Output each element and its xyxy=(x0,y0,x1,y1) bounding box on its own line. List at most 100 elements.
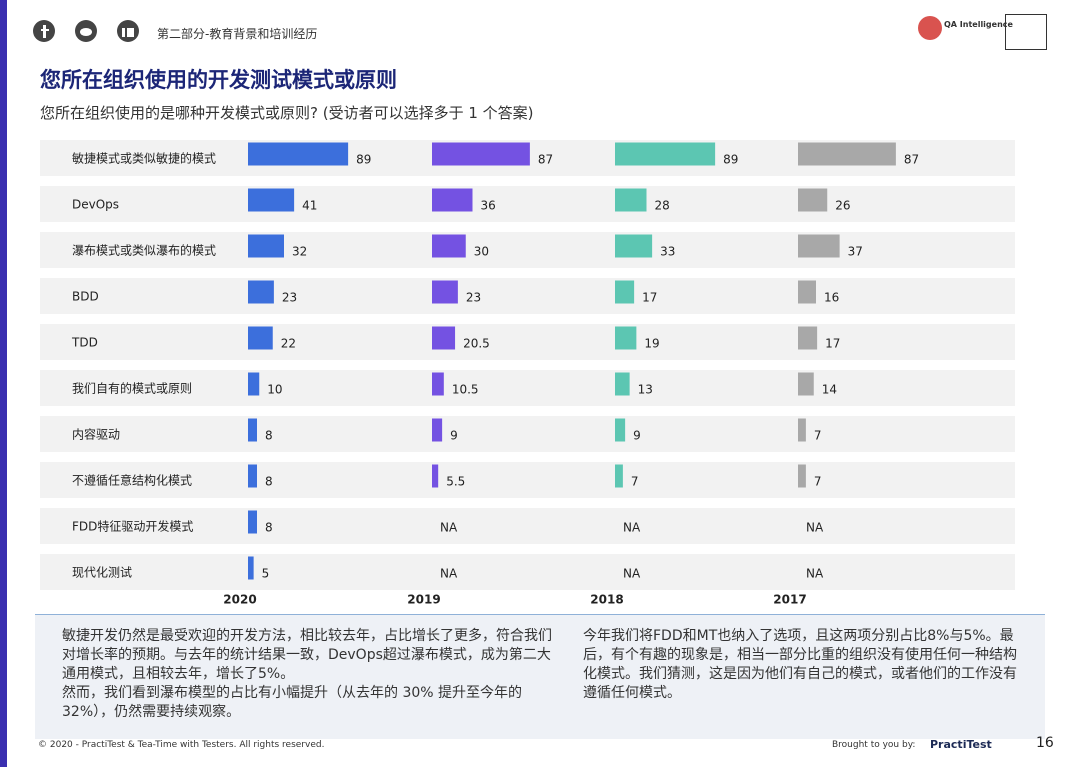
value-label: 5 xyxy=(262,567,270,581)
bar xyxy=(798,280,816,304)
row-band xyxy=(40,278,1015,314)
social-icons xyxy=(33,20,139,42)
bar xyxy=(798,142,896,166)
value-label: 23 xyxy=(282,291,297,305)
bar xyxy=(248,326,273,350)
category-label: FDD特征驱动开发模式 xyxy=(72,519,193,534)
brought-by: Brought to you by: xyxy=(832,740,916,750)
bar xyxy=(432,234,466,258)
bar xyxy=(615,464,623,488)
value-label: 8 xyxy=(265,429,273,443)
bar xyxy=(798,234,840,258)
row-band xyxy=(40,508,1015,544)
notes-left: 敏捷开发仍然是最受欢迎的开发方法，相比较去年，占比增长了更多，符合我们对增长率的… xyxy=(62,627,552,722)
note-paragraph: 敏捷开发仍然是最受欢迎的开发方法，相比较去年，占比增长了更多，符合我们对增长率的… xyxy=(62,628,552,682)
bar xyxy=(432,188,473,212)
bar xyxy=(798,372,814,396)
section-label: 第二部分-教育背景和培训经历 xyxy=(157,27,318,41)
value-label: 20.5 xyxy=(463,337,490,351)
value-label: 41 xyxy=(302,199,317,213)
bar xyxy=(798,418,806,442)
value-label: NA xyxy=(440,567,458,581)
note-paragraph: 然而，我们看到瀑布模型的占比有小幅提升（从去年的 30% 提升至今年的 32%）… xyxy=(62,685,523,720)
value-label: 89 xyxy=(356,153,371,167)
category-label: 敏捷模式或类似敏捷的模式 xyxy=(72,151,216,166)
category-label: TDD xyxy=(71,336,98,350)
bar xyxy=(798,326,818,350)
row-band xyxy=(40,416,1015,452)
bar xyxy=(432,372,444,396)
bar xyxy=(248,418,257,442)
bar xyxy=(615,418,626,442)
bar xyxy=(248,510,257,534)
value-label: 9 xyxy=(450,429,458,443)
page-title: 您所在组织使用的开发测试模式或原则 xyxy=(40,68,397,92)
bar xyxy=(248,188,295,212)
logo-cup xyxy=(1005,14,1047,50)
value-label: 32 xyxy=(292,245,307,259)
category-label: 瀑布模式或类似瀑布的模式 xyxy=(72,243,216,258)
value-label: 37 xyxy=(848,245,863,259)
year-label: 2020 xyxy=(223,593,256,607)
notes-box xyxy=(35,615,1045,739)
value-label: 7 xyxy=(814,475,822,489)
category-label: 不遵循任意结构化模式 xyxy=(72,473,192,488)
value-label: 7 xyxy=(814,429,822,443)
value-label: 5.5 xyxy=(446,475,465,489)
row-band xyxy=(40,370,1015,406)
notes-right: 今年我们将FDD和MT也纳入了选项，且这两项分别占比8%与5%。最后，有个有趣的… xyxy=(583,627,1028,703)
row-band xyxy=(40,462,1015,498)
value-label: NA xyxy=(806,567,824,581)
value-label: 36 xyxy=(481,199,496,213)
year-label: 2018 xyxy=(590,593,623,607)
bar xyxy=(432,280,458,304)
divider xyxy=(35,614,1045,615)
bar xyxy=(615,280,635,304)
bar xyxy=(798,188,828,212)
value-label: NA xyxy=(623,567,641,581)
page-subtitle: 您所在组织使用的是哪种开发模式或原则? (受访者可以选择多于 1 个答案) xyxy=(40,104,534,122)
bar xyxy=(615,188,647,212)
side-bar xyxy=(0,0,7,767)
chart: 敏捷模式或类似敏捷的模式 DevOps 瀑布模式或类似瀑布的模式 BDD TDD 我们自有… xyxy=(40,140,1015,607)
value-label: 8 xyxy=(265,475,273,489)
value-label: 87 xyxy=(538,153,553,167)
bar xyxy=(615,326,637,350)
value-label: 22 xyxy=(281,337,296,351)
value-label: 8 xyxy=(265,521,273,535)
bar xyxy=(248,280,274,304)
value-label: 19 xyxy=(644,337,659,351)
value-label: 23 xyxy=(466,291,481,305)
value-label: 10.5 xyxy=(452,383,479,397)
category-label: DevOps xyxy=(72,198,119,212)
value-label: 17 xyxy=(825,337,840,351)
value-label: 28 xyxy=(655,199,670,213)
logo-text: QA Intelligence xyxy=(944,20,1013,29)
bar xyxy=(432,464,439,488)
bar xyxy=(248,556,254,580)
bar xyxy=(432,326,456,350)
value-label: 9 xyxy=(633,429,641,443)
value-label: 87 xyxy=(904,153,919,167)
bar xyxy=(248,372,260,396)
bar xyxy=(615,142,716,166)
bar xyxy=(248,234,284,258)
category-label: 现代化测试 xyxy=(72,565,132,580)
value-label: 13 xyxy=(638,383,653,397)
bar xyxy=(432,142,530,166)
year-label: 2019 xyxy=(407,593,440,607)
category-label: 我们自有的模式或原则 xyxy=(72,381,192,396)
category-label: BDD xyxy=(72,290,99,304)
bar xyxy=(248,142,349,166)
value-label: 14 xyxy=(822,383,837,397)
value-label: NA xyxy=(623,521,641,535)
bar xyxy=(248,464,257,488)
year-label: 2017 xyxy=(773,593,806,607)
logo-icon xyxy=(918,16,942,40)
page-number: 16 xyxy=(1036,735,1054,751)
value-label: 30 xyxy=(474,245,489,259)
category-label: 内容驱动 xyxy=(72,427,120,442)
bar xyxy=(432,418,443,442)
value-label: 17 xyxy=(642,291,657,305)
